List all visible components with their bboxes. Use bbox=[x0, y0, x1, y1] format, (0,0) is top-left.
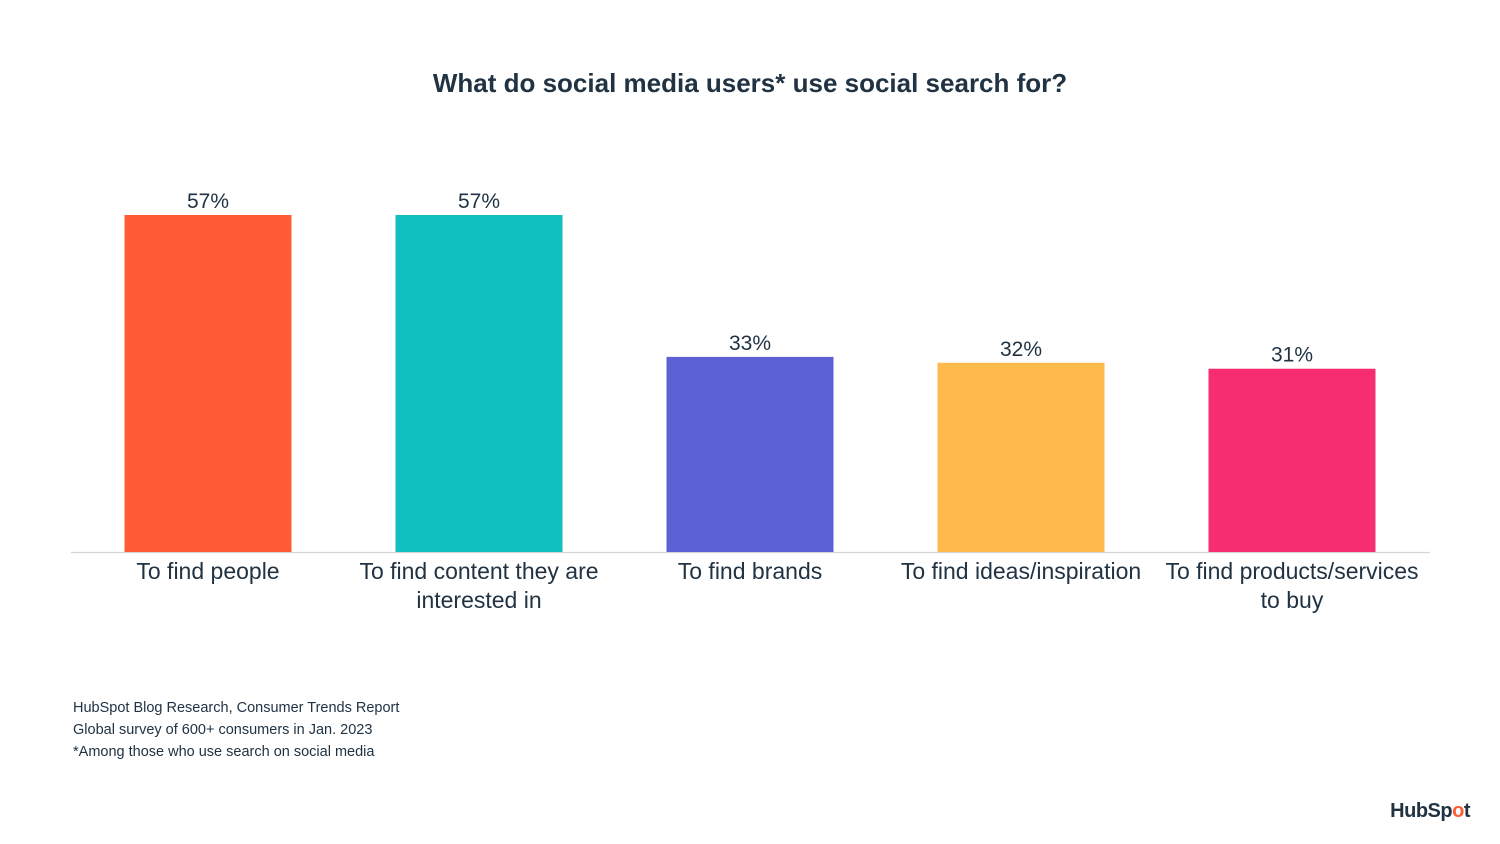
data-label-3: 33% bbox=[729, 332, 771, 355]
chart-title: What do social media users* use social s… bbox=[432, 68, 1068, 98]
category-label-1: To find people bbox=[136, 558, 280, 584]
bar-5 bbox=[1208, 368, 1376, 552]
category-label-4: To find ideas/inspiration bbox=[900, 558, 1142, 584]
survey-note: Global survey of 600+ consumers in Jan. … bbox=[73, 722, 373, 738]
category-label-2: To find content they are interested in bbox=[359, 558, 599, 613]
asterisk-note: *Among those who use search on social me… bbox=[73, 744, 375, 760]
category-label-5: To find products/services to buy bbox=[1165, 558, 1419, 613]
hubspot-logo: HubSpot bbox=[1390, 800, 1470, 822]
source-note: HubSpot Blog Research, Consumer Trends R… bbox=[73, 700, 400, 716]
data-label-5: 31% bbox=[1271, 344, 1313, 367]
bar-1 bbox=[124, 215, 292, 552]
data-label-4: 32% bbox=[1000, 338, 1042, 361]
footnotes: HubSpot Blog Research, Consumer Trends R… bbox=[73, 697, 399, 763]
bar-4 bbox=[937, 362, 1105, 552]
sprocket-icon: o bbox=[1452, 800, 1464, 822]
bar-3 bbox=[666, 356, 834, 552]
data-label-1: 57% bbox=[187, 190, 229, 213]
bar-2 bbox=[395, 215, 563, 552]
data-label-2: 57% bbox=[458, 190, 500, 213]
category-label-3: To find brands bbox=[677, 558, 823, 584]
